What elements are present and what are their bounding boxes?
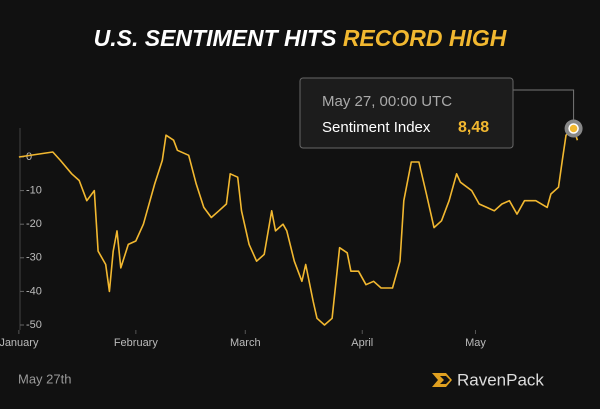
y-tick-label: -50 [26,319,42,331]
x-tick-label: January [0,337,39,349]
x-tick-label: May [465,337,486,349]
series-line [18,127,579,326]
tooltip-title: May 27, 00:00 UTC [322,93,452,110]
plot: 0 -10 -20 -30 -40 -50 January February March Apri… [0,77,583,349]
y-tick-label: -10 [26,185,42,197]
title-main: U.S. SENTIMENT HITS [94,25,337,51]
y-tick-label: -40 [26,285,42,297]
title-highlight: RECORD HIGH [343,25,507,51]
y-tick-label: -20 [26,218,42,230]
tooltip-connector [513,89,575,121]
brand-logo [432,373,452,387]
tooltip-value: 8,48 [458,119,489,136]
brand: RavenPack [457,370,544,389]
x-tick-label: April [351,337,373,349]
tooltip-box [299,77,514,149]
tooltip-point [568,123,579,134]
x-tick-label: February [114,337,159,349]
tooltip-series-name: Sentiment Index [322,119,431,136]
y-tick-label: -30 [26,252,42,264]
footer-date: May 27th [18,371,71,386]
x-tick-label: March [230,337,261,349]
y-tick-label: 0 [26,151,32,163]
brand-logo-inner [440,376,450,384]
chart-title: U.S. SENTIMENT HITS RECORD HIGH [94,25,507,51]
